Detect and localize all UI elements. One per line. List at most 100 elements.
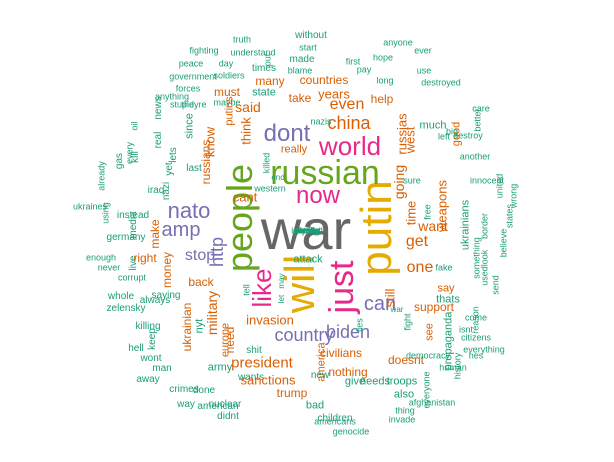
cloud-word: afghanistan <box>408 397 456 408</box>
cloud-word: use <box>416 65 432 76</box>
cloud-word: understand <box>230 47 276 58</box>
cloud-word: cant <box>232 189 258 205</box>
cloud-word: see <box>423 323 436 341</box>
cloud-word: really <box>280 143 308 156</box>
cloud-word: big <box>445 126 459 137</box>
cloud-word: nazis <box>310 116 332 127</box>
cloud-word: instead <box>116 210 150 221</box>
cloud-word: come <box>464 312 488 323</box>
cloud-word: zelensky <box>106 303 146 314</box>
cloud-word: citizens <box>460 332 492 343</box>
cloud-word: ukrainians <box>459 199 472 251</box>
cloud-word: dont <box>263 120 311 147</box>
cloud-word: tell <box>241 284 252 296</box>
cloud-word: troops <box>386 375 418 388</box>
cloud-word: iraq <box>147 185 165 196</box>
cloud-word: germany <box>106 232 146 243</box>
cloud-word: theyre <box>181 99 207 110</box>
cloud-word: may <box>277 273 286 289</box>
cloud-word: wont <box>140 353 162 364</box>
cloud-word: last <box>186 163 202 174</box>
cloud-word: western <box>254 183 286 194</box>
cloud-word: mean <box>295 225 319 236</box>
cloud-word: invade <box>388 414 416 425</box>
cloud-word: europe <box>219 322 232 358</box>
cloud-word: many <box>255 74 285 88</box>
cloud-word: doesnt <box>387 353 425 367</box>
cloud-word: done <box>192 385 216 396</box>
cloud-word: look <box>479 249 490 267</box>
cloud-word: isnt <box>458 324 474 335</box>
cloud-word: give <box>344 375 366 388</box>
cloud-word: democracy <box>405 350 451 361</box>
cloud-word: weapons <box>434 179 450 233</box>
cloud-word: attack <box>293 253 323 266</box>
cloud-word: russian <box>270 154 380 192</box>
cloud-word: left <box>437 131 451 142</box>
cloud-word: care <box>472 103 490 114</box>
cloud-word: end <box>271 173 285 182</box>
cloud-word: money <box>160 251 174 289</box>
cloud-word: reason <box>470 306 481 334</box>
cloud-word: ukraines <box>72 201 108 212</box>
cloud-word: oil <box>129 121 140 131</box>
cloud-word: didnt <box>217 411 239 422</box>
cloud-word: without <box>295 30 327 41</box>
cloud-word: president <box>231 354 293 372</box>
cloud-word: one <box>406 259 434 276</box>
cloud-word: stupid <box>169 99 195 110</box>
cloud-word: away <box>136 374 160 385</box>
cloud-word: sure <box>403 175 421 186</box>
cloud-word: world <box>318 131 382 161</box>
cloud-word: send <box>490 275 501 295</box>
cloud-word: much <box>419 119 447 132</box>
cloud-word: say <box>437 282 455 295</box>
cloud-word: now <box>295 182 341 209</box>
cloud-word: military <box>204 290 220 336</box>
cloud-word: free <box>422 204 433 220</box>
cloud-word: thing <box>395 405 415 416</box>
cloud-word: real <box>153 131 164 149</box>
cloud-word: truth <box>232 34 252 45</box>
cloud-word: border <box>479 212 490 240</box>
cloud-word: invasion <box>246 312 294 328</box>
cloud-word: support <box>413 300 455 314</box>
cloud-word: power <box>294 225 320 236</box>
cloud-word: next <box>298 225 316 236</box>
cloud-word: nato <box>167 198 211 223</box>
cloud-word: stop <box>184 247 216 264</box>
cloud-word: americans <box>314 416 356 427</box>
cloud-word: nyt <box>193 318 206 334</box>
cloud-word: years <box>318 86 350 102</box>
cloud-word: nuclear <box>208 399 242 410</box>
cloud-word: amp <box>161 219 201 241</box>
cloud-word: anyone <box>383 37 413 48</box>
cloud-word: time <box>403 200 419 226</box>
cloud-word: trying <box>295 225 319 236</box>
cloud-word: fake <box>435 262 453 273</box>
cloud-word: make <box>148 219 162 249</box>
cloud-word: every <box>124 141 135 165</box>
cloud-word: state <box>252 86 276 99</box>
cloud-word: invaded <box>291 225 323 236</box>
cloud-word: destroy <box>453 130 483 141</box>
cloud-word: said <box>235 99 261 115</box>
cloud-word: always <box>139 295 171 306</box>
cloud-word: using <box>100 202 111 224</box>
cloud-word: like <box>247 268 277 308</box>
cloud-word: innocent <box>469 175 505 186</box>
cloud-word: can <box>363 293 397 315</box>
cloud-word: russians <box>199 139 213 185</box>
cloud-word: gas <box>114 152 125 170</box>
cloud-word: believe <box>498 228 509 258</box>
cloud-word: already <box>96 161 107 191</box>
cloud-word: lies <box>354 318 365 332</box>
cloud-word: civilians <box>319 346 363 360</box>
cloud-word: children <box>317 413 353 424</box>
cloud-word: right <box>133 251 157 265</box>
cloud-word: everyone <box>421 371 432 409</box>
cloud-word: enough <box>85 252 117 263</box>
cloud-word: hell <box>128 343 144 354</box>
cloud-word: get <box>405 233 429 250</box>
cloud-word: army <box>207 361 233 374</box>
